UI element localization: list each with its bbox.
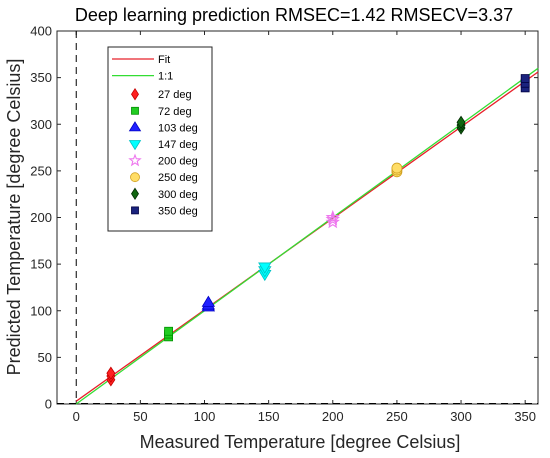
legend-label: 200 deg <box>158 156 198 168</box>
y-tick-label: 300 <box>30 117 52 132</box>
legend-label: 250 deg <box>158 172 198 184</box>
legend-label: 1:1 <box>158 71 173 83</box>
x-tick-label: 100 <box>194 409 216 424</box>
marker-star <box>128 153 142 167</box>
x-tick-label: 350 <box>514 409 536 424</box>
marker-diamond <box>131 87 139 101</box>
data-markers <box>106 74 530 387</box>
marker-triangle-down <box>128 140 142 151</box>
x-tick-label: 150 <box>258 409 280 424</box>
legend-label: 27 deg <box>158 89 192 101</box>
legend: Fit 1:1 27 deg 72 deg 103 deg 147 deg 200 deg 2… <box>107 46 213 232</box>
y-tick-label: 200 <box>30 210 52 225</box>
y-tick-label: 150 <box>30 257 52 272</box>
marker-triangle-down <box>258 262 272 274</box>
y-tick-label: 100 <box>30 303 52 318</box>
marker-diamond <box>106 366 116 380</box>
marker-square <box>131 106 139 115</box>
series-27-deg <box>106 366 116 387</box>
marker-diamond <box>456 115 466 130</box>
y-axis-label: Predicted Temperature [degree Celsius] <box>4 59 24 376</box>
x-tick-label: 50 <box>133 409 147 424</box>
y-tick-label: 0 <box>45 397 52 412</box>
legend-label: 147 deg <box>158 139 198 151</box>
x-tick-label: 0 <box>73 409 80 424</box>
marker-circle <box>391 162 403 174</box>
marker-star <box>325 209 340 224</box>
legend-label: 300 deg <box>158 189 198 201</box>
series-250-deg <box>391 162 403 178</box>
y-axis-ticks: 0 50 100 150 200 250 300 350 400 <box>30 24 538 412</box>
marker-square <box>520 74 530 83</box>
x-tick-label: 250 <box>386 409 408 424</box>
series-147-deg <box>258 262 272 282</box>
series-300-deg <box>456 115 466 135</box>
legend-label: 72 deg <box>158 106 192 118</box>
y-tick-label: 250 <box>30 163 52 178</box>
y-tick-label: 350 <box>30 70 52 85</box>
marker-square <box>131 206 139 215</box>
marker-star <box>325 214 340 229</box>
chart-title: Deep learning prediction RMSEC=1.42 RMSE… <box>75 5 513 25</box>
series-103-deg <box>201 295 216 312</box>
legend-label: Fit <box>158 54 170 66</box>
y-tick-label: 400 <box>30 24 52 39</box>
x-tick-label: 300 <box>450 409 472 424</box>
series-350-deg <box>520 74 530 93</box>
marker-triangle-up <box>201 295 216 307</box>
series-72-deg <box>164 326 173 342</box>
marker-square <box>164 326 173 336</box>
marker-circle <box>130 172 140 183</box>
marker-diamond <box>131 187 139 201</box>
legend-box <box>107 46 213 232</box>
x-axis-label: Measured Temperature [degree Celsius] <box>140 432 461 452</box>
x-axis-ticks: 0 50 100 150 200 250 300 350 <box>73 31 536 424</box>
legend-label: 103 deg <box>158 122 198 134</box>
legend-label: 350 deg <box>158 205 198 217</box>
x-tick-label: 200 <box>322 409 344 424</box>
y-tick-label: 50 <box>38 350 52 365</box>
marker-triangle-up <box>128 121 142 132</box>
series-200-deg <box>325 209 340 229</box>
